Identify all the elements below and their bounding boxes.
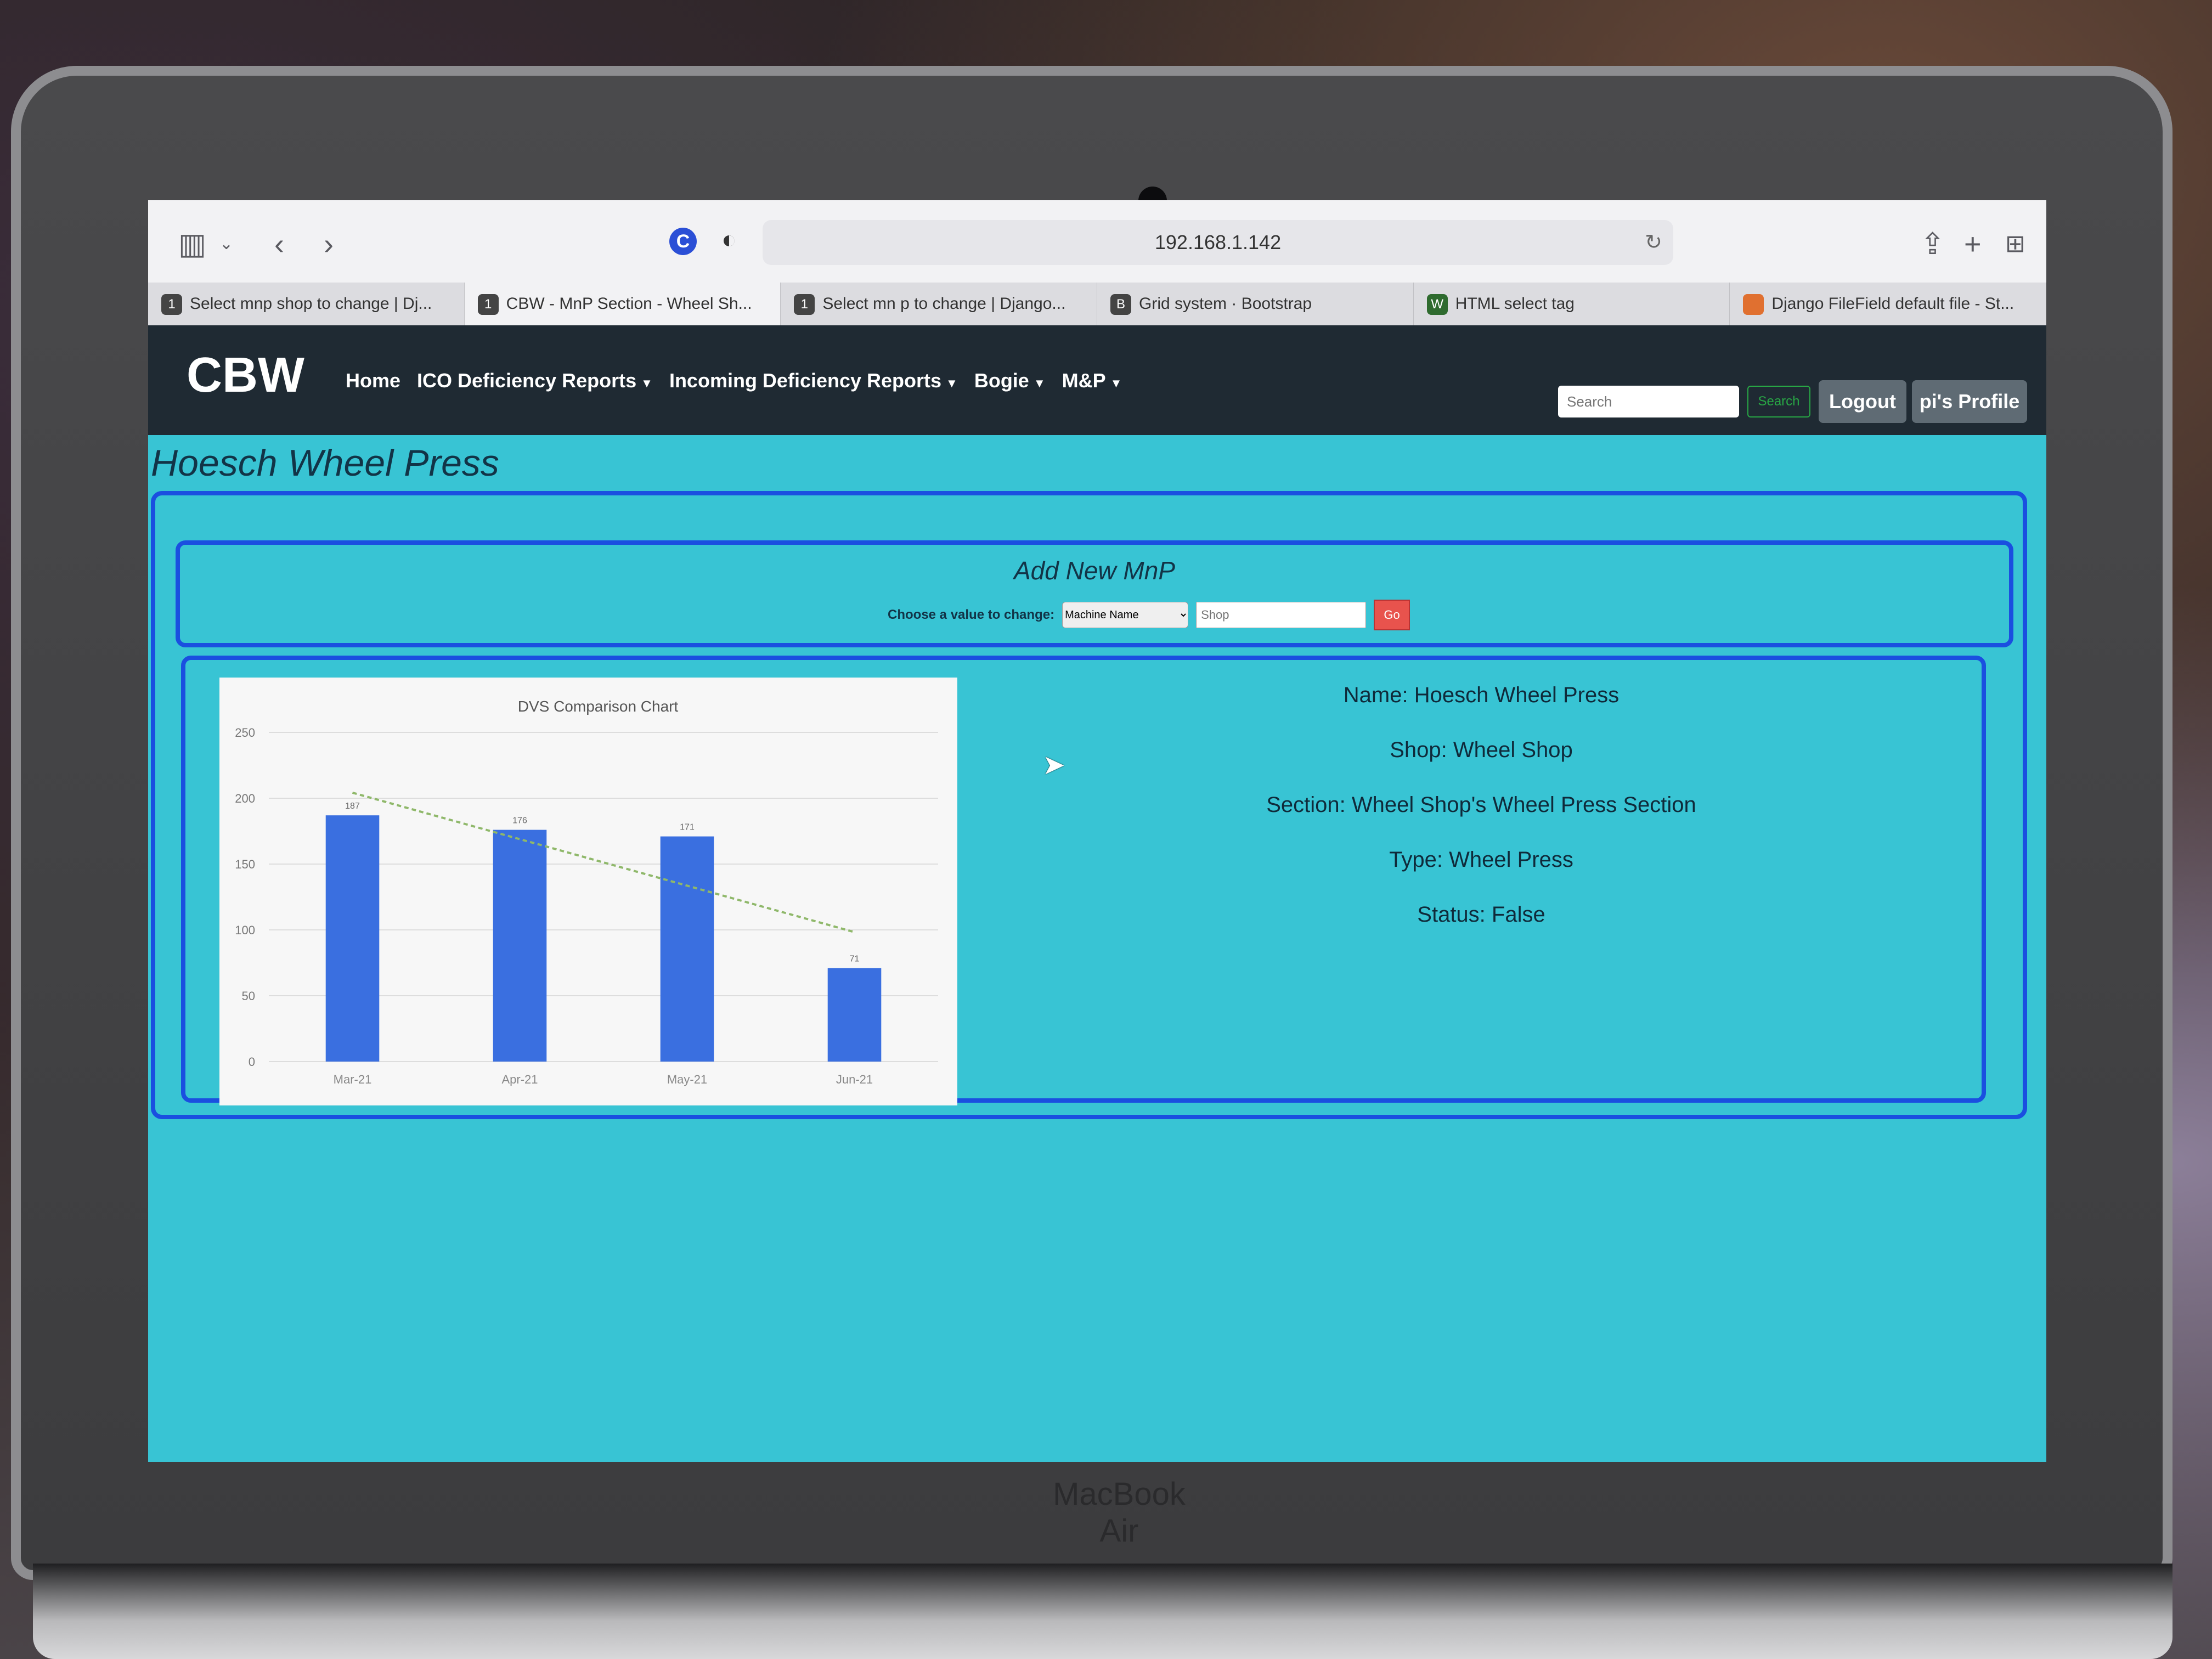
tab-title: Select mn p to change | Django... (822, 295, 1066, 313)
x-tick-label: Jun-21 (836, 1073, 873, 1086)
grid-icon[interactable]: ⊞ (2005, 230, 2025, 257)
y-tick-label: 0 (249, 1055, 255, 1069)
brand-logo[interactable]: CBW (187, 348, 304, 403)
browser-tab[interactable]: W HTML select tag (1414, 283, 1730, 325)
back-icon[interactable]: ‹ (274, 228, 284, 261)
model-label: MacBook Air (1053, 1476, 1186, 1549)
caret-down-icon: ▼ (1033, 376, 1046, 390)
extension-c-icon[interactable]: C (669, 228, 697, 255)
go-button[interactable]: Go (1374, 600, 1410, 630)
caret-down-icon: ▼ (641, 376, 653, 390)
tab-favicon (1743, 294, 1764, 315)
detail-card (181, 656, 1986, 1103)
x-tick-label: Apr-21 (501, 1073, 538, 1086)
caret-down-icon: ▼ (946, 376, 958, 390)
bar[interactable] (493, 830, 547, 1062)
tab-favicon: 1 (794, 294, 815, 315)
tab-title: Grid system · Bootstrap (1139, 295, 1312, 313)
tab-favicon: 1 (161, 294, 182, 315)
profile-button[interactable]: pi's Profile (1912, 380, 2027, 423)
mouse-cursor-icon: ➤ (1042, 749, 1065, 780)
page-title: Hoesch Wheel Press (151, 442, 499, 484)
tab-title: Select mnp shop to change | Dj... (190, 295, 432, 313)
nav-ico-deficiency[interactable]: ICO Deficiency Reports ▼ (417, 369, 653, 392)
nav-bogie-label: Bogie (974, 369, 1029, 392)
nav-ico-label: ICO Deficiency Reports (417, 369, 637, 392)
y-tick-label: 250 (235, 726, 255, 740)
screen: ▥ ⌄ ‹ › C ◐ 192.168.1.142 ↻ ⇪ + ⊞ 1 Selec… (148, 200, 2046, 1462)
field-select[interactable]: Machine Name (1062, 602, 1189, 628)
nav-incoming-label: Incoming Deficiency Reports (669, 369, 942, 392)
change-label: Choose a value to change: (888, 607, 1055, 622)
laptop-base (33, 1564, 2172, 1659)
tab-title: HTML select tag (1455, 295, 1575, 313)
nav-mp[interactable]: M&P ▼ (1062, 369, 1122, 392)
nav-home-label: Home (346, 369, 401, 392)
logout-button[interactable]: Logout (1819, 380, 1906, 423)
bar[interactable] (325, 815, 380, 1062)
tab-bar: 1 Select mnp shop to change | Dj... 1 CBW … (148, 283, 2046, 325)
outer-card (151, 491, 2027, 1119)
detail-name: Name: Hoesch Wheel Press (1343, 683, 1620, 707)
dvs-chart: DVS Comparison Chart 0 50 100 150 200 250 187… (235, 698, 938, 1086)
bar[interactable] (660, 836, 714, 1062)
change-form: Choose a value to change: Machine Name G… (888, 600, 1410, 630)
bar[interactable] (827, 968, 882, 1062)
trendline (352, 791, 855, 934)
data-label: 171 (680, 823, 695, 832)
nav-mp-label: M&P (1062, 369, 1106, 392)
chevron-down-icon[interactable]: ⌄ (219, 235, 234, 253)
reload-icon[interactable]: ↻ (1645, 231, 1662, 254)
value-input[interactable] (1196, 602, 1367, 628)
nav-incoming-deficiency[interactable]: Incoming Deficiency Reports ▼ (669, 369, 958, 392)
chart-title: DVS Comparison Chart (518, 698, 679, 715)
nav-home[interactable]: Home (346, 369, 400, 392)
search-button[interactable]: Search (1747, 386, 1810, 417)
nav-links: Home ICO Deficiency Reports ▼ Incoming De… (346, 369, 1122, 392)
search-input[interactable] (1558, 386, 1739, 417)
tab-favicon: 1 (477, 294, 499, 315)
shield-icon[interactable]: ◐ (721, 225, 737, 253)
detail-section: Section: Wheel Shop's Wheel Press Sectio… (1266, 793, 1696, 817)
detail-status: Status: False (1417, 902, 1545, 927)
browser-tab[interactable]: 1 Select mnp shop to change | Dj... (148, 283, 465, 325)
browser-tab[interactable]: Django FileField default file - St... (1730, 283, 2046, 325)
data-label: 176 (512, 816, 527, 826)
browser-tab[interactable]: 1 Select mn p to change | Django... (781, 283, 1098, 325)
tab-favicon: W (1426, 294, 1448, 315)
tab-title: Django FileField default file - St... (1771, 295, 2015, 313)
y-tick-label: 150 (235, 857, 255, 871)
y-tick-label: 100 (235, 923, 255, 937)
x-tick-label: May-21 (667, 1073, 707, 1086)
caret-down-icon: ▼ (1110, 376, 1122, 390)
detail-shop: Shop: Wheel Shop (1390, 738, 1573, 762)
chart-panel: DVS Comparison Chart 0 50 100 150 200 250 187… (219, 678, 957, 1105)
browser-toolbar: ▥ ⌄ ‹ › C ◐ 192.168.1.142 ↻ ⇪ + ⊞ (148, 200, 2046, 283)
browser-tab[interactable]: B Grid system · Bootstrap (1097, 283, 1414, 325)
x-tick-label: Mar-21 (334, 1073, 372, 1086)
plus-icon[interactable]: + (1964, 228, 1982, 261)
address-text: 192.168.1.142 (1154, 231, 1282, 253)
address-bar[interactable]: 192.168.1.142 ↻ (763, 220, 1673, 265)
nav-bogie[interactable]: Bogie ▼ (974, 369, 1046, 392)
share-icon[interactable]: ⇪ (1920, 228, 1945, 261)
detail-list: Name: Hoesch Wheel Press Shop: Wheel Sho… (1152, 683, 1810, 957)
detail-type: Type: Wheel Press (1389, 848, 1573, 872)
add-mnp-title: Add New MnP (1013, 556, 1175, 585)
tab-title: CBW - MnP Section - Wheel Sh... (506, 295, 752, 313)
navbar: CBW Home ICO Deficiency Reports ▼ Incomin… (148, 325, 2046, 435)
data-label: 71 (850, 955, 860, 964)
tab-favicon: B (1110, 294, 1132, 315)
y-tick-label: 200 (235, 792, 255, 805)
add-mnp-card: Add New MnP Choose a value to change: Ma… (176, 540, 2013, 647)
sidebar-icon[interactable]: ▥ (178, 228, 207, 261)
browser-tab-active[interactable]: 1 CBW - MnP Section - Wheel Sh... (464, 283, 781, 325)
forward-icon[interactable]: › (324, 228, 334, 261)
y-tick-label: 50 (242, 989, 255, 1003)
data-label: 187 (345, 802, 360, 811)
